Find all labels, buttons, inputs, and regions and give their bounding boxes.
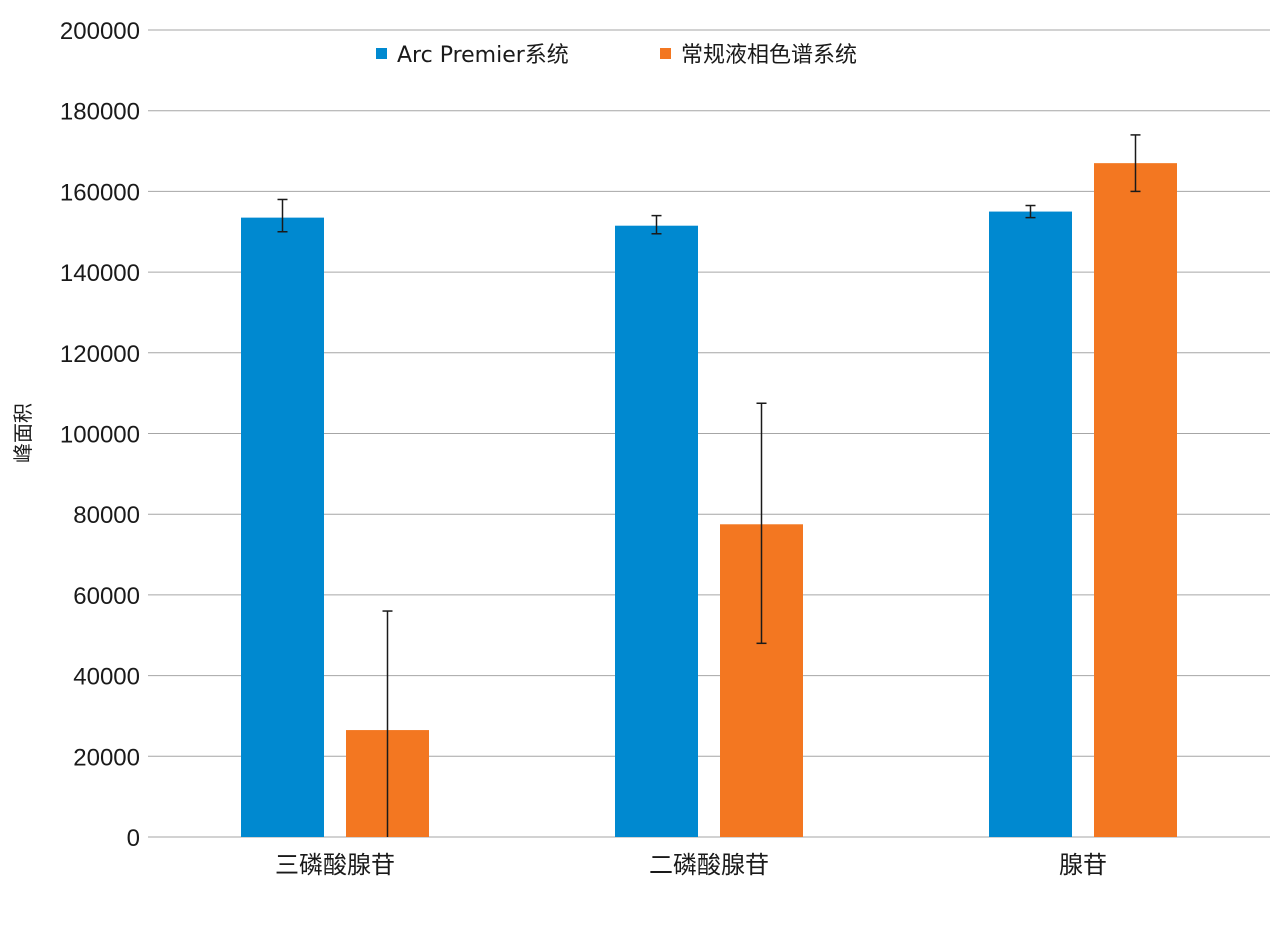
- gridlines: [148, 29, 1270, 838]
- x-category-label: 三磷酸腺苷: [275, 851, 395, 879]
- y-tick-label: 100000: [60, 422, 140, 449]
- y-tick-label: 160000: [60, 179, 140, 206]
- error-bar: [1025, 204, 1036, 219]
- error-bar: [756, 402, 767, 645]
- legend-swatch: [376, 48, 387, 59]
- x-category-label: 腺苷: [1059, 851, 1107, 879]
- error-bar: [382, 610, 393, 837]
- y-tick-label: 20000: [73, 744, 140, 771]
- y-tick-label: 140000: [60, 260, 140, 287]
- error-bar: [651, 214, 662, 235]
- legend-label: 常规液相色谱系统: [681, 43, 857, 68]
- y-tick-label: 80000: [73, 502, 140, 529]
- y-axis-ticks: 0 20000 40000 60000 80000 100000 120000 140000 1…: [60, 18, 140, 852]
- y-tick-label: 200000: [60, 18, 140, 45]
- bars: [241, 163, 1177, 837]
- error-bars: [277, 134, 1141, 837]
- legend-label: Arc Premier系统: [397, 43, 569, 68]
- bar: [615, 225, 698, 837]
- legend-swatch: [660, 48, 671, 59]
- y-tick-label: 180000: [60, 99, 140, 126]
- error-bar: [1130, 134, 1141, 193]
- y-tick-label: 120000: [60, 341, 140, 368]
- error-bar: [277, 198, 288, 233]
- y-tick-label: 60000: [73, 583, 140, 610]
- x-category-label: 二磷酸腺苷: [649, 851, 769, 879]
- y-axis-label: 峰面积: [11, 403, 35, 463]
- bar: [989, 211, 1072, 837]
- bar: [241, 217, 324, 837]
- legend: Arc Premier系统 常规液相色谱系统: [376, 43, 857, 68]
- x-axis-categories: 三磷酸腺苷 二磷酸腺苷 腺苷: [275, 851, 1107, 879]
- bar: [1094, 163, 1177, 837]
- y-tick-label: 40000: [73, 664, 140, 691]
- y-tick-label: 0: [127, 825, 140, 852]
